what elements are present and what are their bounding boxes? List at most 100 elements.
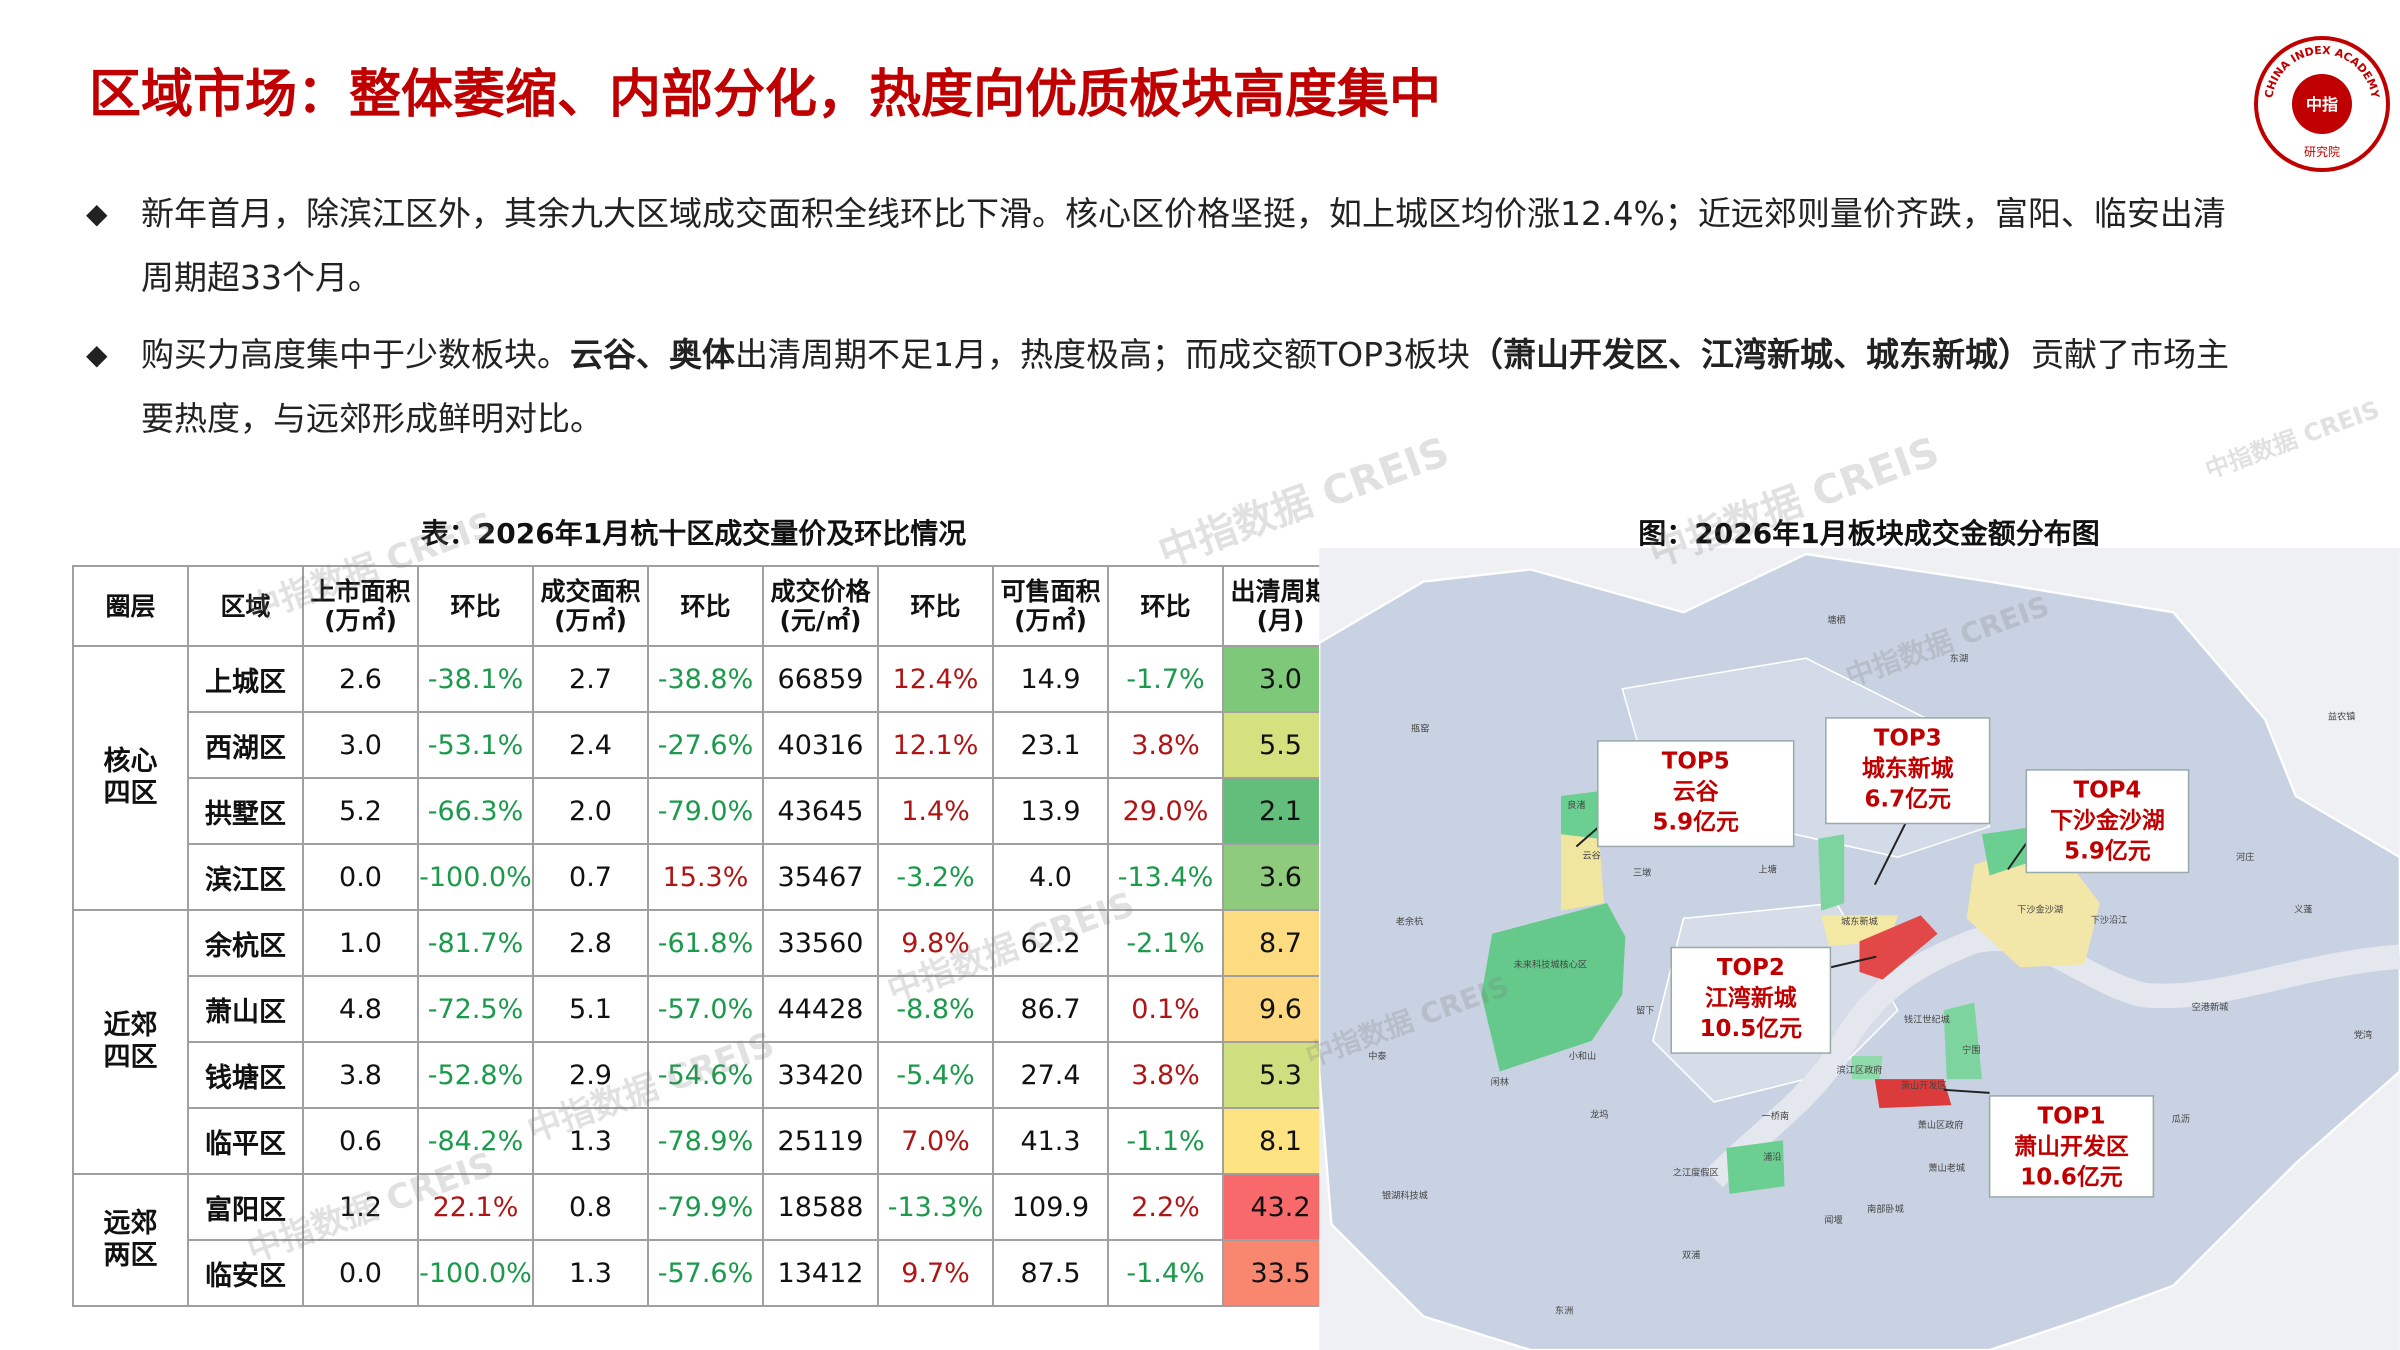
value-cell: 13.9 <box>992 777 1109 845</box>
leader-line <box>1575 825 1600 848</box>
bullet-text: 云谷、奥体 <box>570 335 735 374</box>
value-cell: 7.0% <box>877 1107 994 1175</box>
district-cell: 上城区 <box>187 645 304 713</box>
value-cell: -13.4% <box>1107 843 1224 911</box>
callout-text: TOP5 <box>1662 748 1730 774</box>
callout-text: 6.7亿元 <box>1864 787 1951 813</box>
value-cell: -79.0% <box>647 777 764 845</box>
group-cell: 远郊 两区 <box>72 1173 189 1307</box>
place-label: 龙坞 <box>1590 1108 1608 1120</box>
group-cell: 核心 四区 <box>72 645 189 911</box>
callout-text: 10.5亿元 <box>1700 1016 1803 1042</box>
value-cell: 14.9 <box>992 645 1109 713</box>
value-cell: -100.0% <box>417 843 534 911</box>
district-cell: 钱塘区 <box>187 1041 304 1109</box>
bullet: 新年首月，除滨江区外，其余九大区域成交面积全线环比下滑。核心区价格坚挺，如上城区… <box>86 182 2251 310</box>
place-label: 宁围 <box>1962 1044 1980 1056</box>
value-cell: -78.9% <box>647 1107 764 1175</box>
value-cell: 9.7% <box>877 1239 994 1307</box>
place-label: 一桥南 <box>1762 1110 1790 1122</box>
callout-text: 云谷 <box>1673 779 1719 805</box>
place-label: 留下 <box>1636 1004 1654 1016</box>
value-cell: 1.3 <box>532 1239 649 1307</box>
value-cell: 27.4 <box>992 1041 1109 1109</box>
value-cell: 2.6 <box>302 645 419 713</box>
place-label: 萧山开发区 <box>1901 1079 1947 1091</box>
value-cell: 23.1 <box>992 711 1109 779</box>
district-cell: 临安区 <box>187 1239 304 1307</box>
callout-box <box>1825 717 1991 825</box>
place-label: 钱江世纪城 <box>1904 1013 1950 1025</box>
value-cell: 29.0% <box>1107 777 1224 845</box>
value-cell: -66.3% <box>417 777 534 845</box>
value-cell: 12.1% <box>877 711 994 779</box>
value-cell: 2.4 <box>532 711 649 779</box>
river <box>1705 926 2400 1188</box>
value-cell: -61.8% <box>647 909 764 977</box>
header-cell: 环比 <box>647 565 764 647</box>
value-cell: 22.1% <box>417 1173 534 1241</box>
value-cell: 33420 <box>762 1041 879 1109</box>
place-label: 三墩 <box>1633 867 1651 879</box>
group-cell: 近郊 四区 <box>72 909 189 1175</box>
place-label: 河庄 <box>2236 851 2254 863</box>
place-label: 良渚 <box>1567 799 1585 811</box>
slide-title: 区域市场：整体萎缩、内部分化，热度向优质板块高度集中 <box>89 65 1442 125</box>
value-cell: 2.8 <box>532 909 649 977</box>
place-label: 老余杭 <box>1396 916 1424 928</box>
callout-text: 萧山开发区 <box>2014 1133 2129 1160</box>
value-cell: -13.3% <box>877 1173 994 1241</box>
callouts: TOP5 云谷 5.9亿元 TOP3 城东新城 6.7亿元 TOP4 下沙金沙湖 5.9亿元 TO… <box>1597 717 2190 1198</box>
district-cell: 富阳区 <box>187 1173 304 1241</box>
data-row: 临安区 0.0 -100.0% 1.3 -57.6% 13412 9.7% 87.5 -1.4%… <box>73 1239 1339 1307</box>
value-cell: 86.7 <box>992 975 1109 1043</box>
district-cell: 临平区 <box>187 1107 304 1175</box>
value-cell: -5.4% <box>877 1041 994 1109</box>
district-cell: 西湖区 <box>187 711 304 779</box>
value-cell: 0.0 <box>302 843 419 911</box>
data-row: 临平区 0.6 -84.2% 1.3 -78.9% 25119 7.0% 41.3 -1.1% 8… <box>73 1107 1339 1175</box>
value-cell: 0.6 <box>302 1107 419 1175</box>
value-cell: -38.1% <box>417 645 534 713</box>
value-cell: 1.4% <box>877 777 994 845</box>
place-label: 上塘 <box>1758 863 1776 875</box>
block <box>1851 1056 1883 1080</box>
value-cell: -84.2% <box>417 1107 534 1175</box>
block <box>1561 834 1604 911</box>
header-cell: 成交价格 (元/㎡) <box>762 565 879 647</box>
place-label: 之江度假区 <box>1673 1167 1719 1179</box>
data-row: 核心 四区 上城区 2.6 -38.1% 2.7 -38.8% 66859 12.4% 14.9… <box>72 645 1339 911</box>
place-label: 城东新城 <box>1841 916 1878 928</box>
place-label: 益农镇 <box>2328 710 2356 722</box>
header-cell: 环比 <box>417 565 534 647</box>
value-cell: 2.2% <box>1107 1173 1224 1241</box>
value-cell: 33560 <box>762 909 879 977</box>
logo-core <box>2292 74 2352 134</box>
callout-text: 下沙金沙湖 <box>2050 807 2165 834</box>
data-row: 萧山区 4.8 -72.5% 5.1 -57.0% 44428 -8.8% 86.7 0.1% 9… <box>73 975 1339 1043</box>
leader-line <box>1830 955 1877 969</box>
value-cell: 66859 <box>762 645 879 713</box>
place-label: 中泰 <box>1368 1050 1386 1062</box>
value-cell: -2.1% <box>1107 909 1224 977</box>
value-cell: 13412 <box>762 1239 879 1307</box>
place-label: 瓜沥 <box>2172 1114 2190 1125</box>
value-cell: -1.1% <box>1107 1107 1224 1175</box>
value-cell: -72.5% <box>417 975 534 1043</box>
value-cell: -57.6% <box>647 1239 764 1307</box>
place-label: 闲林 <box>1491 1076 1509 1088</box>
header-cell: 上市面积 (万㎡) <box>302 565 419 647</box>
logo-bottom: 研究院 <box>2304 144 2340 159</box>
bullet-text: 购买力高度集中于少数板块。 <box>141 335 570 374</box>
leaders <box>1575 823 2031 1094</box>
place-label: 瓶窑 <box>1411 723 1429 735</box>
place-label: 银湖科技城 <box>1382 1189 1428 1201</box>
value-cell: -1.7% <box>1107 645 1224 713</box>
callout-box <box>1670 946 1832 1054</box>
place-label: 萧山区政府 <box>1918 1119 1964 1131</box>
logo: CHINA INDEX ACADEMY 中指 研究院 <box>2254 36 2390 172</box>
place-label: 党湾 <box>2354 1029 2372 1041</box>
